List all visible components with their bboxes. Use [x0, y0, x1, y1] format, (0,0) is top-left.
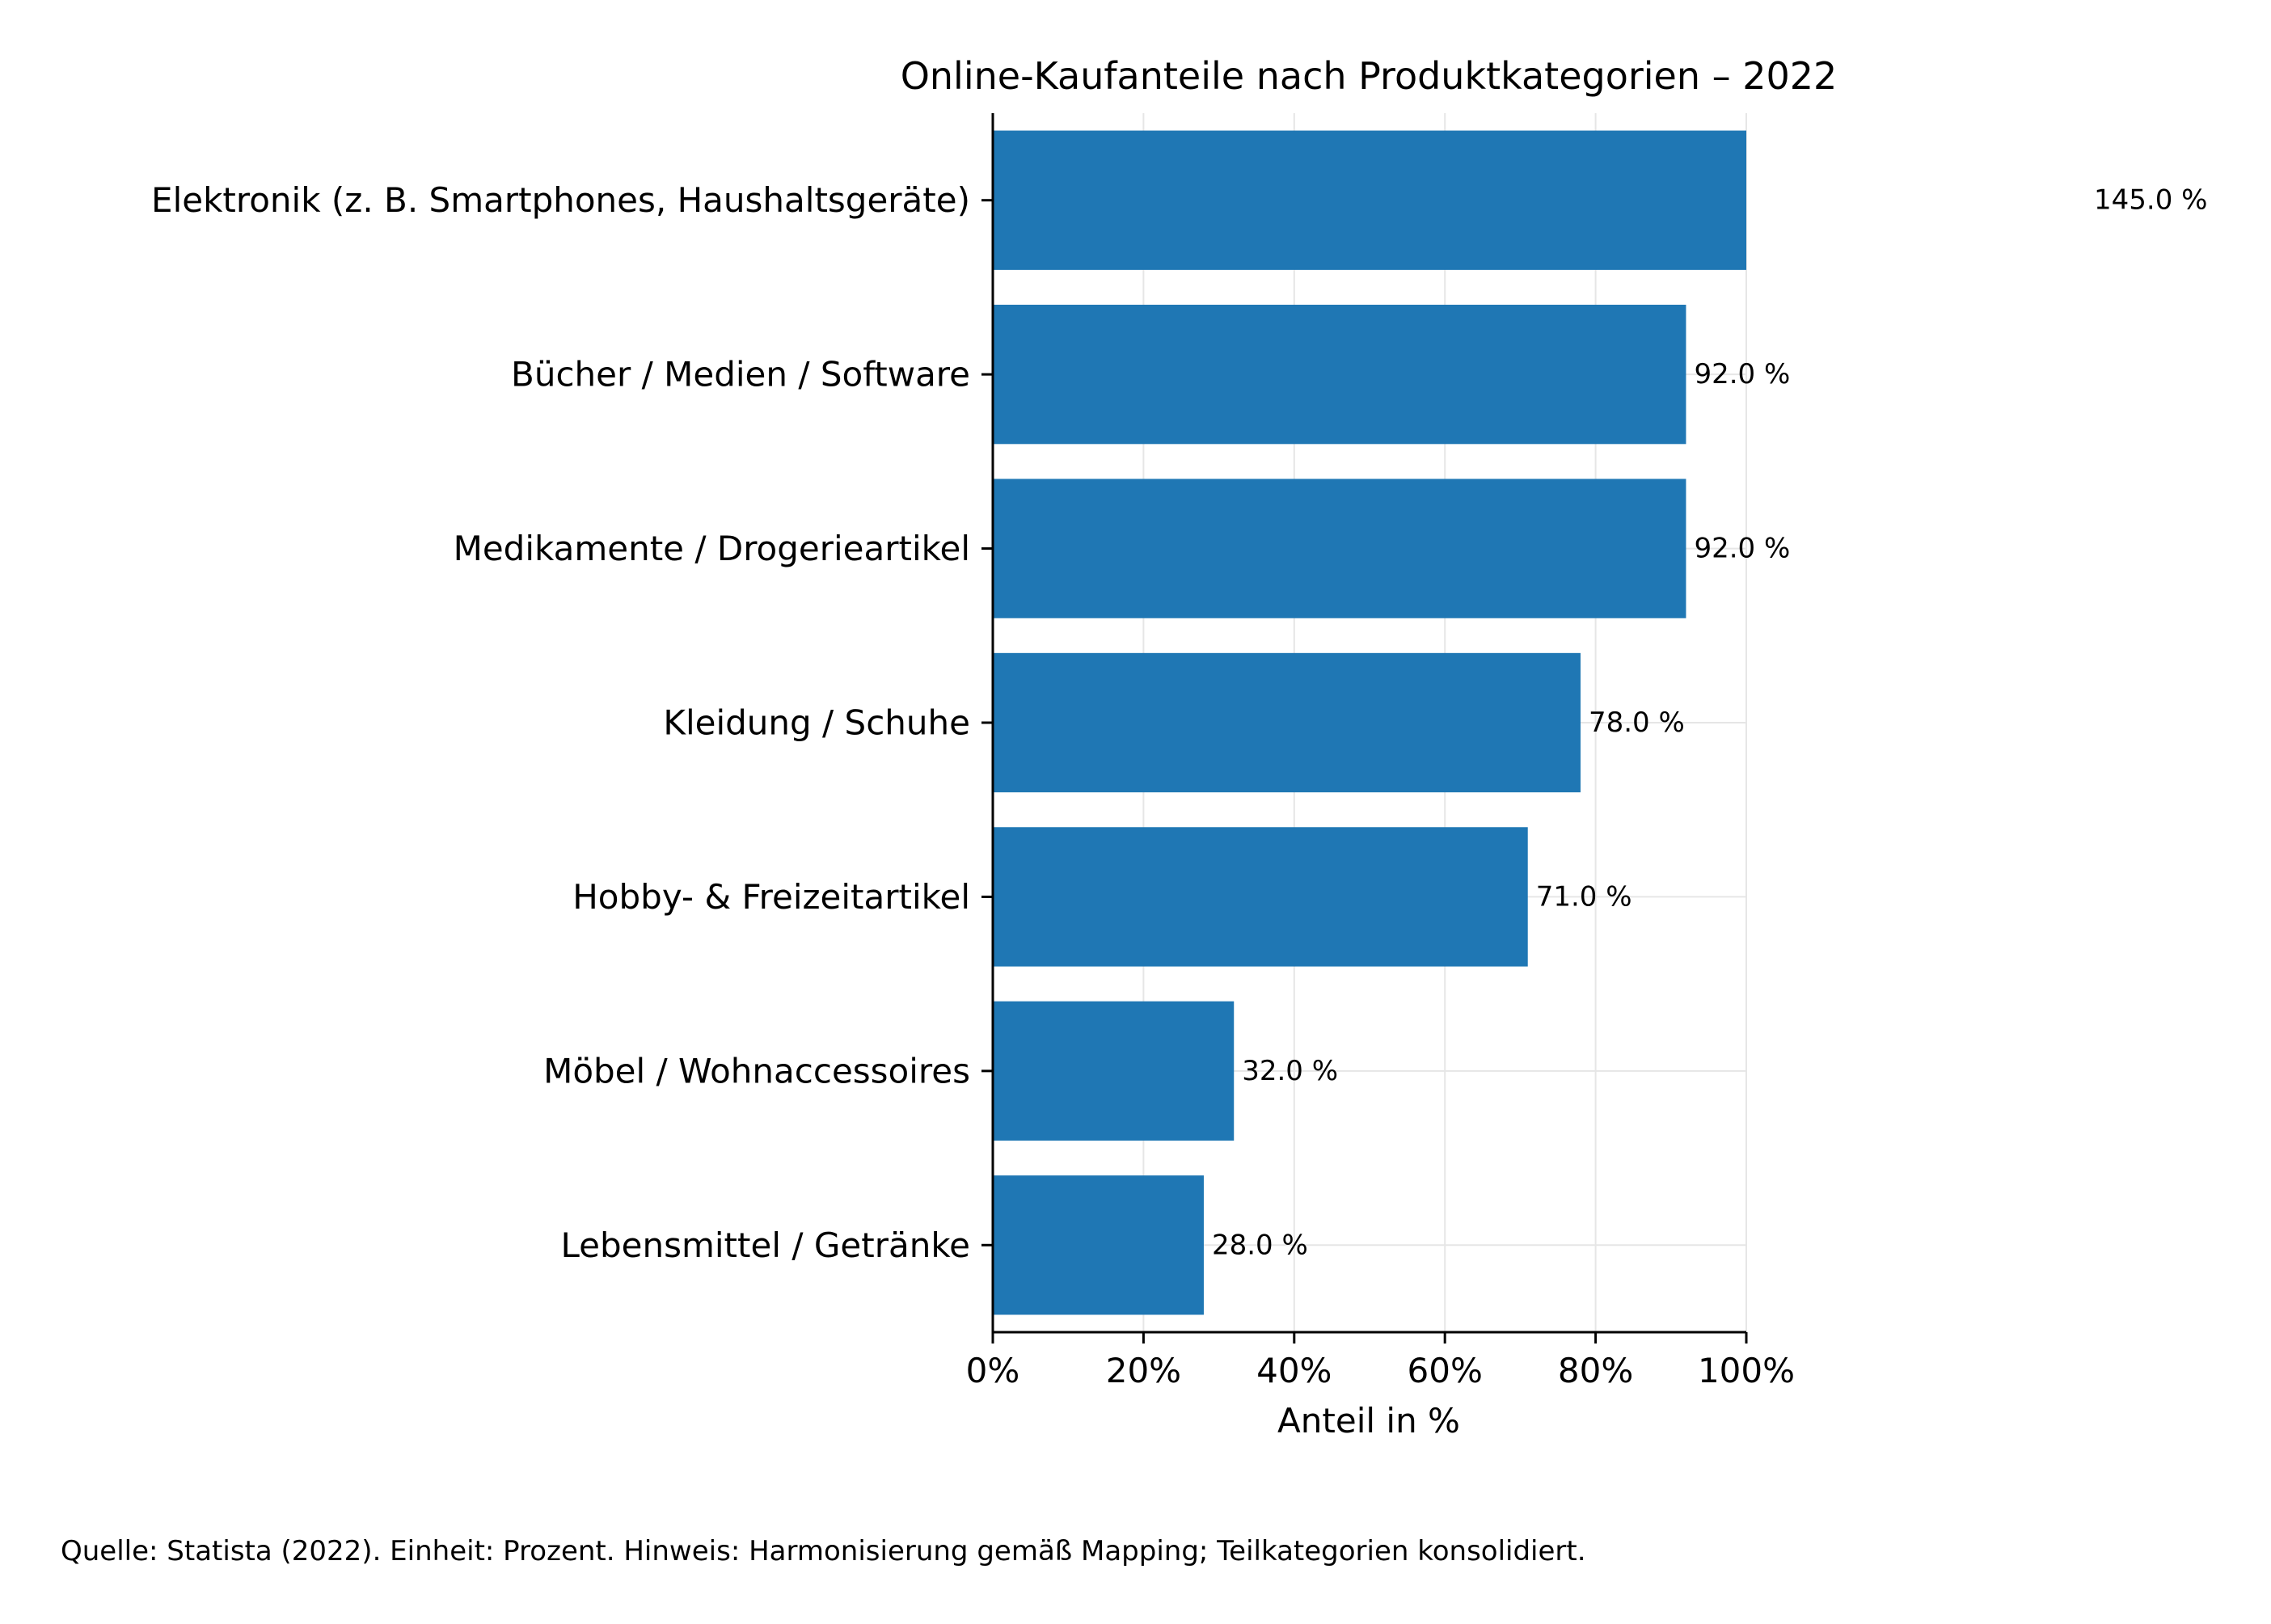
value-label: 32.0 %	[1242, 1055, 1338, 1087]
x-axis-label: Anteil in %	[1277, 1401, 1460, 1441]
bars	[993, 130, 1746, 1315]
x-tick-label: 20%	[1106, 1351, 1181, 1390]
category-labels: Elektronik (z. B. Smartphones, Haushalts…	[151, 180, 970, 1265]
x-tick-label: 0%	[966, 1351, 1020, 1390]
value-label: 71.0 %	[1536, 880, 1632, 913]
bar	[993, 1175, 1204, 1315]
category-label: Elektronik (z. B. Smartphones, Haushalts…	[151, 180, 970, 220]
x-tick-label: 60%	[1408, 1351, 1483, 1390]
source-note: Quelle: Statista (2022). Einheit: Prozen…	[61, 1535, 1586, 1567]
value-label: 92.0 %	[1694, 533, 1790, 565]
value-label: 145.0 %	[2094, 184, 2207, 217]
value-label: 78.0 %	[1589, 707, 1685, 739]
category-label: Medikamente / Drogerieartikel	[454, 529, 970, 568]
bar	[993, 130, 1746, 270]
value-label: 92.0 %	[1694, 358, 1790, 390]
axes: 0% 20% 40% 60% 80% 100%	[966, 113, 1795, 1390]
category-label: Möbel / Wohnaccessoires	[543, 1051, 970, 1090]
category-label: Kleidung / Schuhe	[663, 703, 970, 743]
value-label: 28.0 %	[1212, 1229, 1308, 1261]
x-tick-label: 80%	[1558, 1351, 1633, 1390]
chart-title: Online-Kaufanteile nach Produktkategorie…	[901, 54, 1838, 98]
bar	[993, 479, 1686, 618]
x-tick-label: 40%	[1256, 1351, 1332, 1390]
category-label: Hobby- & Freizeitartikel	[572, 877, 970, 917]
category-label: Lebensmittel / Getränke	[560, 1225, 970, 1265]
category-label: Bücher / Medien / Software	[511, 355, 970, 394]
bar	[993, 1001, 1235, 1141]
bar	[993, 304, 1686, 445]
bar	[993, 652, 1581, 793]
bar	[993, 827, 1528, 967]
x-tick-label: 100%	[1698, 1351, 1795, 1390]
value-labels: 145.0 % 92.0 % 92.0 % 78.0 % 71.0 % 32.0 % 28.…	[1212, 184, 2207, 1262]
